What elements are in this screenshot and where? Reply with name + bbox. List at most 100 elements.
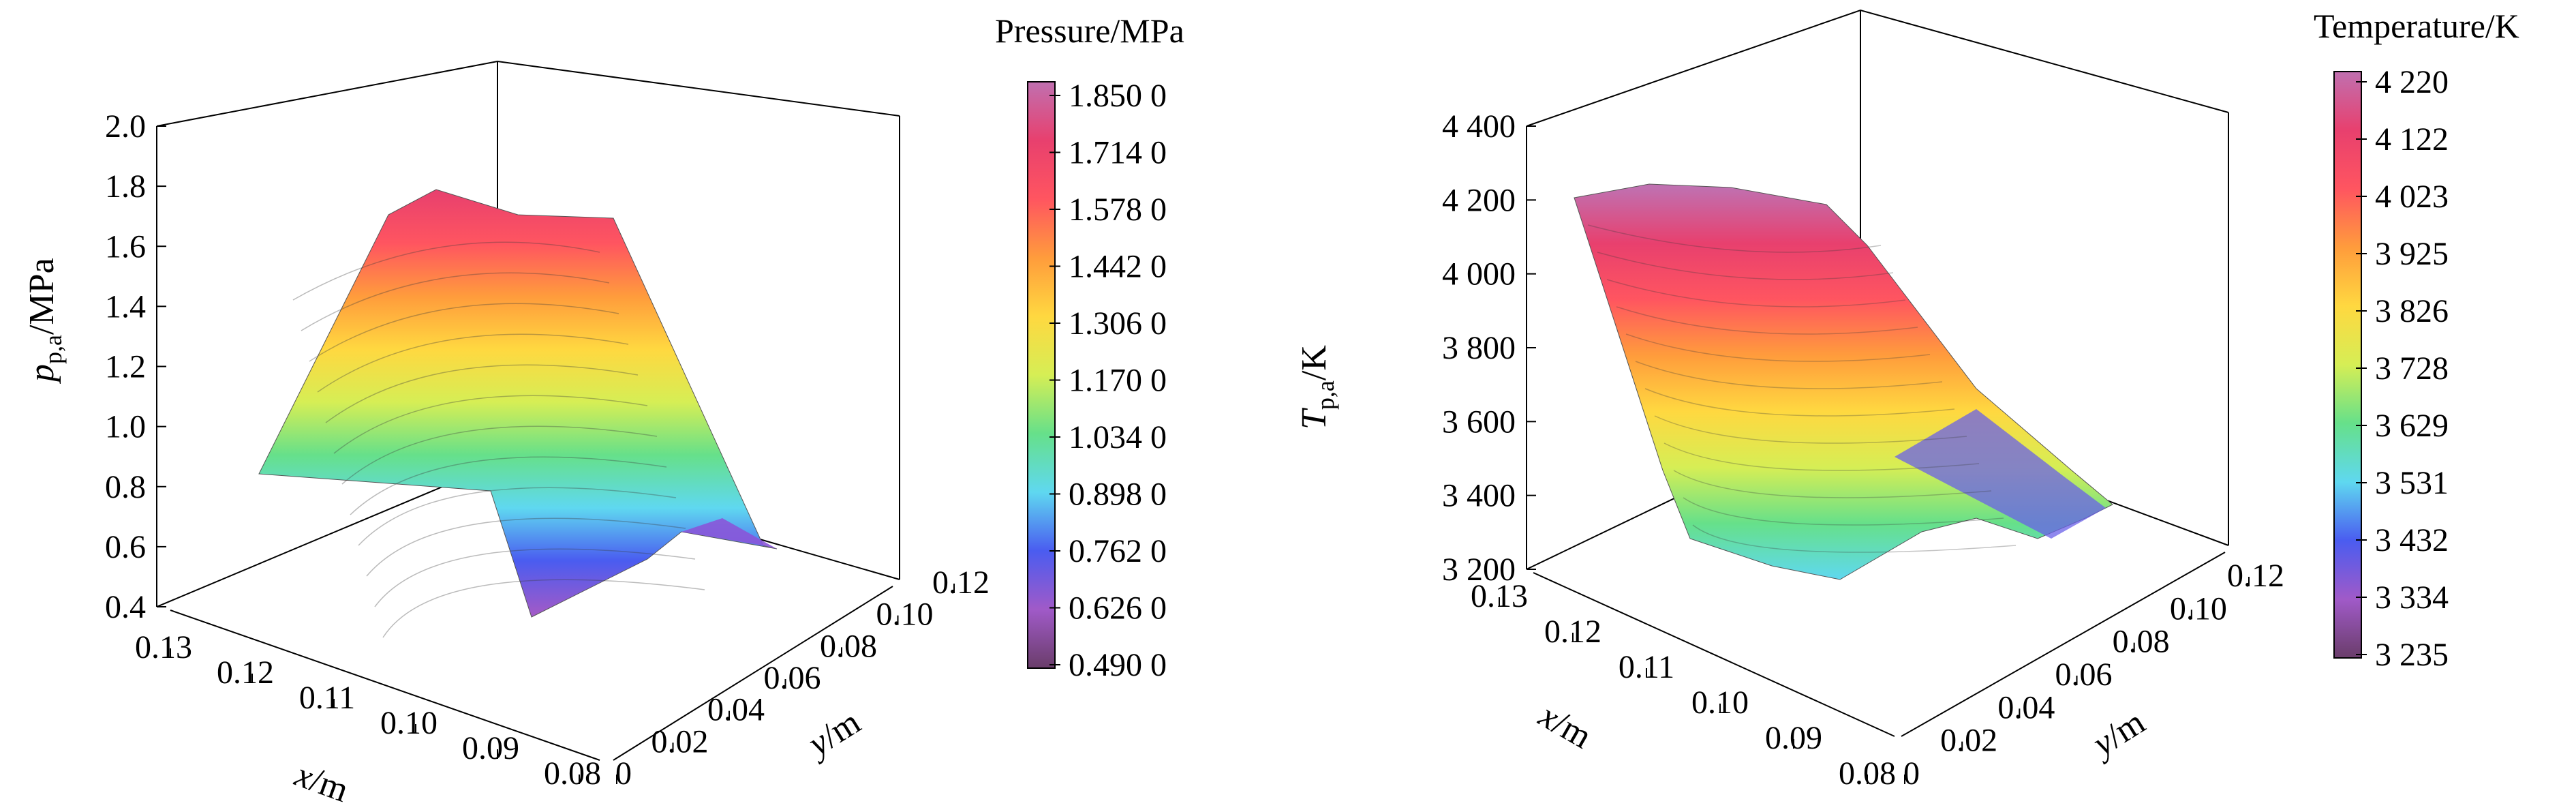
temperature-colorbar-bar xyxy=(2333,71,2362,659)
temperature-z-axis-title: Tp,a/K xyxy=(1295,345,1339,430)
temperature-z-tick-label: 3 600 xyxy=(1442,404,1516,440)
pressure-z-title-unit: /MPa xyxy=(22,258,61,335)
pressure-z-ticks: 2.0 1.8 1.6 1.4 1.2 1.0 0.8 0.6 0.4 xyxy=(105,108,166,625)
pressure-colorbar-tick-label: 0.626 0 xyxy=(1069,590,1167,627)
pressure-x-ticks: 0.13 0.12 0.11 0.10 0.09 0.08 xyxy=(135,629,601,792)
temperature-box-back-top xyxy=(1526,9,2229,127)
pressure-contour-line xyxy=(325,364,639,423)
temperature-surface xyxy=(1574,183,2113,580)
temperature-y-tick-label: 0.10 xyxy=(2170,590,2227,627)
temperature-colorbar-tick-label: 3 334 xyxy=(2375,580,2449,616)
temperature-x-tick-label: 0.13 xyxy=(1471,578,1528,614)
temperature-z-tick-label: 4 200 xyxy=(1442,182,1516,218)
pressure-z-tick-label: 1.6 xyxy=(105,228,146,265)
pressure-contour-line xyxy=(366,517,686,577)
temperature-contour-line xyxy=(1635,361,1943,389)
temperature-contour-line xyxy=(1644,388,1955,417)
temperature-z-title-main: T xyxy=(1295,408,1334,430)
temperature-y-axis-title: y/m xyxy=(2083,703,2152,766)
pressure-box-frame xyxy=(156,60,900,761)
temperature-colorbar-tick-label: 3 826 xyxy=(2375,293,2449,329)
temperature-contour-line xyxy=(1692,524,2017,553)
temperature-x-tick-label: 0.09 xyxy=(1765,720,1822,756)
temperature-colorbar-tick-label: 3 235 xyxy=(2375,637,2449,673)
temperature-z-title-sub: p,a xyxy=(1312,380,1339,410)
pressure-colorbar: Pressure/MPa 1.850 0 1.714 0 1.578 0 1.442 … xyxy=(995,12,1184,683)
temperature-colorbar-tick-label: 3 432 xyxy=(2375,522,2449,558)
pressure-colorbar-bar xyxy=(1027,81,1056,669)
pressure-contour-line xyxy=(292,241,600,301)
temperature-y-tick-label: 0.06 xyxy=(2055,657,2113,693)
temperature-colorbar-tick-label: 4 023 xyxy=(2375,179,2449,215)
pressure-colorbar-tick-label: 1.442 0 xyxy=(1069,249,1167,285)
pressure-x-tick-label: 0.10 xyxy=(380,705,438,741)
temperature-y-tick-label: 0.02 xyxy=(1940,723,1997,759)
pressure-contour-line xyxy=(301,272,610,331)
temperature-contour-line xyxy=(1597,252,1894,280)
temperature-x-axis-title: x/m xyxy=(1532,696,1598,757)
temperature-x-axis-line xyxy=(1533,572,1895,737)
temperature-z-ticks: 4 400 4 200 4 000 3 800 3 600 3 400 3 200 xyxy=(1442,108,1536,588)
temperature-y-tick-label: 0.04 xyxy=(1997,689,2055,725)
pressure-colorbar-tick-label: 1.170 0 xyxy=(1069,363,1167,399)
temperature-contour-line xyxy=(1625,333,1931,362)
pressure-z-title-sub: p,a xyxy=(40,335,67,364)
temperature-colorbar-tick-label: 3 728 xyxy=(2375,350,2449,387)
pressure-z-tick-label: 0.8 xyxy=(105,469,146,505)
temperature-contour-line xyxy=(1587,224,1882,253)
temperature-x-tick-label: 0.11 xyxy=(1619,649,1674,685)
pressure-z-tick-label: 2.0 xyxy=(105,108,146,145)
pressure-colorbar-title: Pressure/MPa xyxy=(995,12,1184,50)
temperature-contour-line xyxy=(1683,497,2004,526)
pressure-z-axis-title: pp,a/MPa xyxy=(22,258,67,385)
temperature-z-tick-label: 3 200 xyxy=(1442,552,1516,588)
pressure-contour-line xyxy=(374,548,696,607)
pressure-y-tick-label: 0.06 xyxy=(764,660,821,696)
pressure-contour-line xyxy=(333,395,648,454)
pressure-z-tick-label: 1.4 xyxy=(105,288,146,325)
temperature-colorbar-ticks: 4 220 4 122 4 023 3 925 3 826 3 728 3 629 3 531… xyxy=(2356,64,2449,673)
temperature-contour-lines xyxy=(1587,224,2017,553)
temperature-contour-line xyxy=(1673,470,1992,498)
pressure-plot: 2.0 1.8 1.6 1.4 1.2 1.0 0.8 0.6 0.4 pp,a/MPa 0.1… xyxy=(22,12,1184,810)
pressure-x-axis-line xyxy=(170,610,600,761)
pressure-contour-line xyxy=(350,456,667,515)
pressure-surface-mesh xyxy=(258,189,778,618)
temperature-colorbar-tick-label: 3 925 xyxy=(2375,236,2449,272)
pressure-z-title-main: p xyxy=(22,364,61,385)
pressure-contour-line xyxy=(317,333,629,393)
pressure-box-back-top xyxy=(156,60,900,127)
pressure-colorbar-tick-label: 1.034 0 xyxy=(1069,419,1167,455)
pressure-x-tick-label: 0.09 xyxy=(462,730,519,766)
pressure-y-ticks: 0 0.020.040.060.080.100.12 xyxy=(615,565,990,792)
pressure-z-tick-label: 0.4 xyxy=(105,589,146,625)
temperature-z-tick-label: 4 000 xyxy=(1442,256,1516,292)
temperature-x-ticks: 0.13 0.12 0.11 0.10 0.09 0.08 xyxy=(1471,578,1896,792)
pressure-y-axis-line xyxy=(613,586,893,761)
temperature-y-tick-label: 0.08 xyxy=(2113,624,2170,660)
pressure-y-tick-label: 0.12 xyxy=(932,565,990,601)
pressure-surface-low-tip xyxy=(681,518,777,549)
pressure-y-tick-label: 0 xyxy=(615,755,632,792)
pressure-x-axis-title: x/m xyxy=(290,755,354,810)
pressure-y-tick-label: 0.04 xyxy=(707,692,765,728)
pressure-y-axis-title: y/m xyxy=(799,703,868,766)
temperature-y-tick-label: 0 xyxy=(1903,755,1920,792)
pressure-colorbar-tick-label: 1.578 0 xyxy=(1069,192,1167,228)
temperature-x-tick-label: 0.12 xyxy=(1544,614,1601,650)
temperature-colorbar: Temperature/K 4 220 4 122 4 023 3 925 3 826 3… xyxy=(2314,7,2519,673)
temperature-contour-line xyxy=(1654,415,1967,444)
pressure-x-tick-label: 0.13 xyxy=(135,629,192,665)
temperature-colorbar-tick-label: 4 122 xyxy=(2375,121,2449,157)
temperature-z-tick-label: 3 400 xyxy=(1442,478,1516,514)
temperature-surface-low-ridge xyxy=(1895,409,2106,539)
pressure-contour-line xyxy=(358,487,677,546)
pressure-colorbar-tick-label: 1.850 0 xyxy=(1069,78,1167,114)
temperature-contour-line xyxy=(1663,442,1980,471)
pressure-contour-line xyxy=(382,579,705,638)
pressure-colorbar-tick-label: 0.490 0 xyxy=(1069,647,1167,683)
temperature-z-title-unit: /K xyxy=(1295,345,1334,380)
temperature-contour-line xyxy=(1616,306,1918,335)
temperature-colorbar-tick-label: 4 220 xyxy=(2375,64,2449,100)
